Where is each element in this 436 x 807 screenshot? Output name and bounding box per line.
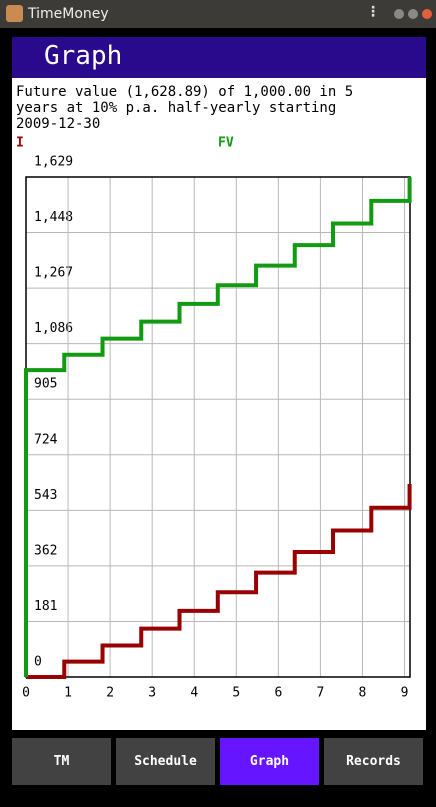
minimize-button[interactable] bbox=[394, 9, 404, 19]
maximize-button[interactable] bbox=[408, 9, 418, 19]
header-title: Graph bbox=[44, 41, 123, 71]
x-tick-label: 0 bbox=[22, 686, 30, 701]
app: Graph Future value (1,628.89) of 1,000.0… bbox=[12, 37, 426, 730]
y-tick-label: 0 bbox=[34, 655, 42, 670]
y-tick-label: 905 bbox=[34, 377, 57, 392]
x-tick-label: 4 bbox=[190, 686, 198, 701]
y-tick-label: 362 bbox=[34, 543, 57, 558]
title-bar: TimeMoney ⋮ bbox=[0, 0, 436, 28]
x-tick-label: 2 bbox=[106, 686, 114, 701]
tab[interactable]: TM bbox=[12, 738, 111, 785]
x-tick-label: 1 bbox=[64, 686, 72, 701]
app-icon bbox=[6, 5, 23, 22]
y-tick-label: 181 bbox=[34, 599, 57, 614]
window-title: TimeMoney bbox=[28, 6, 109, 22]
legend-label: FV bbox=[218, 136, 234, 151]
y-tick-label: 1,629 bbox=[34, 155, 73, 170]
y-tick-label: 543 bbox=[34, 488, 57, 503]
x-tick-label: 8 bbox=[359, 686, 367, 701]
description: Future value (1,628.89) of 1,000.00 in 5… bbox=[16, 84, 354, 132]
y-tick-label: 1,448 bbox=[34, 210, 73, 225]
x-tick-label: 7 bbox=[316, 686, 324, 701]
tab[interactable]: Schedule bbox=[116, 738, 215, 785]
y-tick-label: 1,267 bbox=[34, 266, 73, 281]
tab[interactable]: Records bbox=[324, 738, 423, 785]
x-tick-label: 9 bbox=[401, 686, 409, 701]
y-tick-label: 1,086 bbox=[34, 321, 73, 336]
y-tick-label: 724 bbox=[34, 432, 58, 447]
close-button[interactable] bbox=[422, 9, 432, 19]
series-line bbox=[26, 483, 412, 679]
tab[interactable]: Graph bbox=[220, 738, 319, 785]
menu-button[interactable]: ⋮ bbox=[366, 4, 380, 20]
x-tick-label: 5 bbox=[232, 686, 240, 701]
x-tick-label: 6 bbox=[274, 686, 282, 701]
series-line bbox=[24, 177, 412, 677]
legend-label: I bbox=[16, 136, 24, 151]
header: Graph bbox=[12, 37, 426, 78]
x-tick-label: 3 bbox=[148, 686, 156, 701]
